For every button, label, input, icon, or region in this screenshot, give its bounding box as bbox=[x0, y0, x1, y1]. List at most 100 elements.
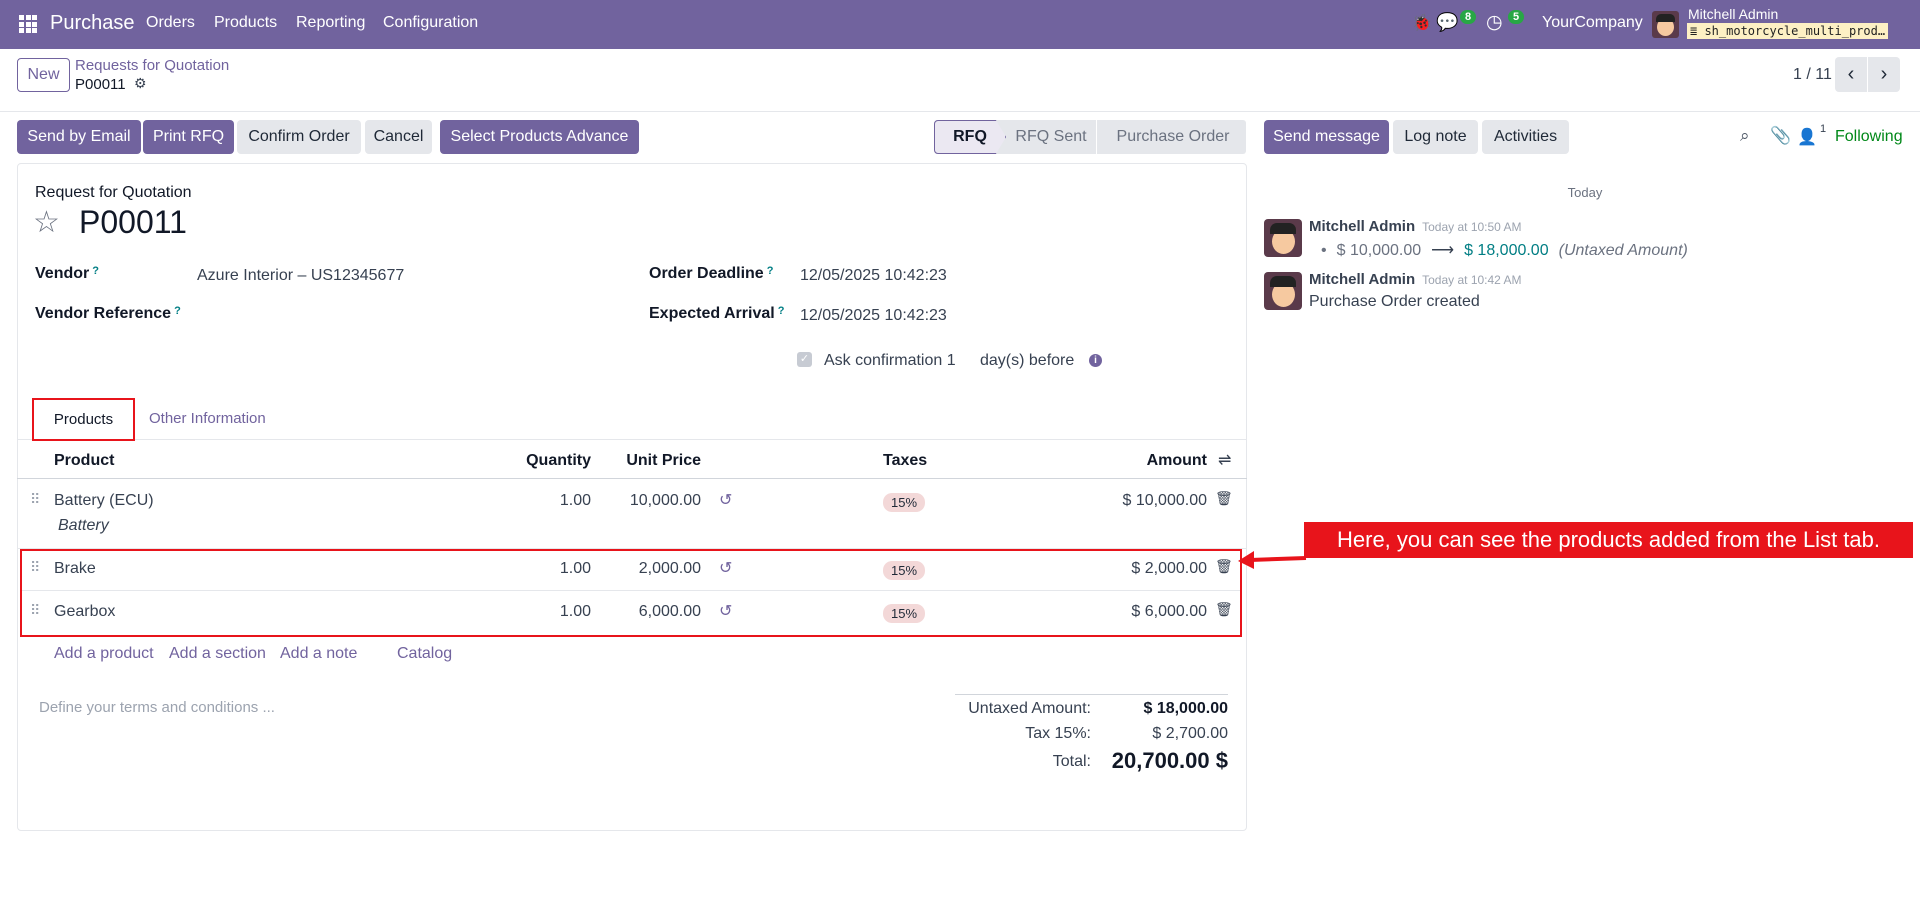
info-icon[interactable]: i bbox=[1089, 354, 1102, 367]
column-quantity[interactable]: Quantity bbox=[526, 452, 591, 469]
reset-price-icon[interactable]: ↺ bbox=[719, 603, 733, 620]
new-button[interactable]: New bbox=[17, 58, 70, 92]
pager-previous-button[interactable]: ‹ bbox=[1835, 57, 1867, 92]
tax-badge[interactable]: 15% bbox=[883, 561, 926, 580]
user-name[interactable]: Mitchell Admin bbox=[1688, 6, 1779, 22]
select-products-advance-button[interactable]: Select Products Advance bbox=[440, 120, 639, 154]
send-by-email-button[interactable]: Send by Email bbox=[17, 120, 141, 154]
send-message-button[interactable]: Send message bbox=[1264, 120, 1389, 154]
tax-label: Tax 15%: bbox=[1025, 725, 1091, 742]
star-icon[interactable]: ☆ bbox=[33, 206, 60, 239]
drag-handle-icon[interactable]: ⠿ bbox=[30, 559, 40, 575]
delete-row-icon[interactable]: 🗑 bbox=[1215, 490, 1233, 506]
column-taxes[interactable]: Taxes bbox=[883, 452, 928, 469]
search-icon[interactable]: ⌕ bbox=[1740, 126, 1750, 145]
order-deadline-field[interactable]: 12/05/2025 10:42:23 bbox=[800, 267, 947, 284]
delete-row-icon[interactable]: 🗑 bbox=[1215, 558, 1233, 574]
add-product-link[interactable]: Add a product bbox=[54, 645, 154, 662]
add-note-link[interactable]: Add a note bbox=[280, 645, 358, 662]
drag-handle-icon[interactable]: ⠿ bbox=[30, 491, 40, 507]
order-deadline-label: Order Deadline? bbox=[649, 265, 774, 282]
menu-products[interactable]: Products bbox=[214, 14, 278, 31]
unit-price-cell[interactable]: 10,000.00 bbox=[629, 492, 701, 509]
message-author[interactable]: Mitchell Admin bbox=[1309, 271, 1416, 288]
company-switcher[interactable]: YourCompany bbox=[1542, 14, 1643, 31]
unit-price-cell[interactable]: 6,000.00 bbox=[638, 603, 701, 620]
messages-badge: 8 bbox=[1460, 10, 1477, 24]
product-name[interactable]: Brake bbox=[54, 560, 96, 577]
vendor-reference-input[interactable] bbox=[197, 300, 617, 328]
message-time: Today at 10:42 AM bbox=[1422, 273, 1522, 287]
vendor-field[interactable]: Azure Interior – US12345677 bbox=[197, 267, 405, 284]
cancel-button[interactable]: Cancel bbox=[365, 120, 432, 154]
status-rfq-sent[interactable]: RFQ Sent bbox=[1015, 128, 1087, 145]
status-rfq[interactable]: RFQ bbox=[934, 120, 1006, 154]
user-avatar[interactable] bbox=[1652, 11, 1679, 38]
print-rfq-button[interactable]: Print RFQ bbox=[143, 120, 234, 154]
breadcrumb-current: P00011 bbox=[75, 76, 126, 93]
drag-handle-icon[interactable]: ⠿ bbox=[30, 602, 40, 618]
table-row[interactable] bbox=[17, 480, 1247, 548]
log-note-button[interactable]: Log note bbox=[1393, 120, 1478, 154]
breadcrumb-parent[interactable]: Requests for Quotation bbox=[75, 57, 230, 74]
product-description[interactable]: Battery bbox=[58, 517, 109, 534]
confirm-order-button[interactable]: Confirm Order bbox=[237, 120, 361, 154]
apps-menu-icon[interactable] bbox=[19, 15, 37, 33]
message-time: Today at 10:50 AM bbox=[1422, 220, 1522, 234]
ask-confirmation-checkbox[interactable]: ✓ bbox=[797, 352, 812, 367]
old-value: $ 10,000.00 bbox=[1336, 242, 1422, 259]
terms-input[interactable]: Define your terms and conditions ... bbox=[39, 699, 275, 716]
column-amount[interactable]: Amount bbox=[1146, 452, 1207, 469]
pager-next-button[interactable]: › bbox=[1868, 57, 1900, 92]
tax-badge[interactable]: 15% bbox=[883, 604, 926, 623]
divider bbox=[955, 694, 1228, 695]
following-button[interactable]: Following bbox=[1835, 128, 1903, 145]
reset-price-icon[interactable]: ↺ bbox=[719, 492, 733, 509]
followers-icon[interactable]: 👤 bbox=[1797, 129, 1817, 146]
product-name[interactable]: Battery (ECU) bbox=[54, 492, 154, 509]
menu-reporting[interactable]: Reporting bbox=[296, 14, 366, 31]
activities-badge: 5 bbox=[1508, 10, 1525, 24]
debug-bug-icon[interactable]: 🐞 bbox=[1412, 15, 1432, 32]
expected-arrival-label: Expected Arrival? bbox=[649, 305, 785, 322]
tab-products[interactable]: Products bbox=[32, 398, 135, 441]
unit-price-cell[interactable]: 2,000.00 bbox=[638, 560, 701, 577]
quantity-cell[interactable]: 1.00 bbox=[559, 560, 591, 577]
add-section-link[interactable]: Add a section bbox=[169, 645, 266, 662]
app-name[interactable]: Purchase bbox=[50, 12, 135, 34]
amount-cell: $ 6,000.00 bbox=[1131, 603, 1207, 620]
message-body: Purchase Order created bbox=[1309, 293, 1480, 310]
menu-configuration[interactable]: Configuration bbox=[383, 14, 479, 31]
chevron-right-icon: › bbox=[1880, 63, 1888, 85]
message-author[interactable]: Mitchell Admin bbox=[1309, 218, 1416, 235]
annotation-arrow-icon bbox=[1238, 551, 1307, 569]
menu-orders[interactable]: Orders bbox=[146, 14, 195, 31]
gear-icon[interactable]: ⚙ bbox=[134, 75, 147, 91]
column-unit-price[interactable]: Unit Price bbox=[626, 452, 701, 469]
delete-row-icon[interactable]: 🗑 bbox=[1215, 601, 1233, 617]
quantity-cell[interactable]: 1.00 bbox=[559, 492, 591, 509]
author-avatar[interactable] bbox=[1264, 272, 1302, 310]
reset-price-icon[interactable]: ↺ bbox=[719, 560, 733, 577]
tax-badge[interactable]: 15% bbox=[883, 493, 926, 512]
quantity-cell[interactable]: 1.00 bbox=[559, 603, 591, 620]
divider bbox=[20, 590, 1242, 591]
status-purchase-order[interactable]: Purchase Order bbox=[1116, 128, 1230, 145]
expected-arrival-field[interactable]: 12/05/2025 10:42:23 bbox=[800, 307, 947, 324]
catalog-link[interactable]: Catalog bbox=[397, 645, 453, 662]
tracked-field: (Untaxed Amount) bbox=[1558, 242, 1688, 259]
total-value: $ 20,700.00 bbox=[1111, 748, 1228, 773]
activities-button[interactable]: Activities bbox=[1482, 120, 1569, 154]
column-product[interactable]: Product bbox=[54, 452, 115, 469]
author-avatar[interactable] bbox=[1264, 219, 1302, 257]
optional-columns-icon[interactable]: ⇌ bbox=[1218, 452, 1232, 469]
messages-icon[interactable]: 💬 bbox=[1436, 12, 1459, 32]
tab-other-information[interactable]: Other Information bbox=[149, 410, 266, 427]
divider bbox=[17, 439, 1247, 440]
paperclip-icon[interactable]: 📎 bbox=[1770, 126, 1792, 145]
product-name[interactable]: Gearbox bbox=[54, 603, 116, 620]
total-label: Total: bbox=[1052, 753, 1091, 770]
pager-value[interactable]: 1 / 11 bbox=[1793, 66, 1832, 83]
activities-clock-icon[interactable]: ◷ bbox=[1486, 12, 1503, 33]
annotation-callout: Here, you can see the products added fro… bbox=[1304, 522, 1913, 558]
